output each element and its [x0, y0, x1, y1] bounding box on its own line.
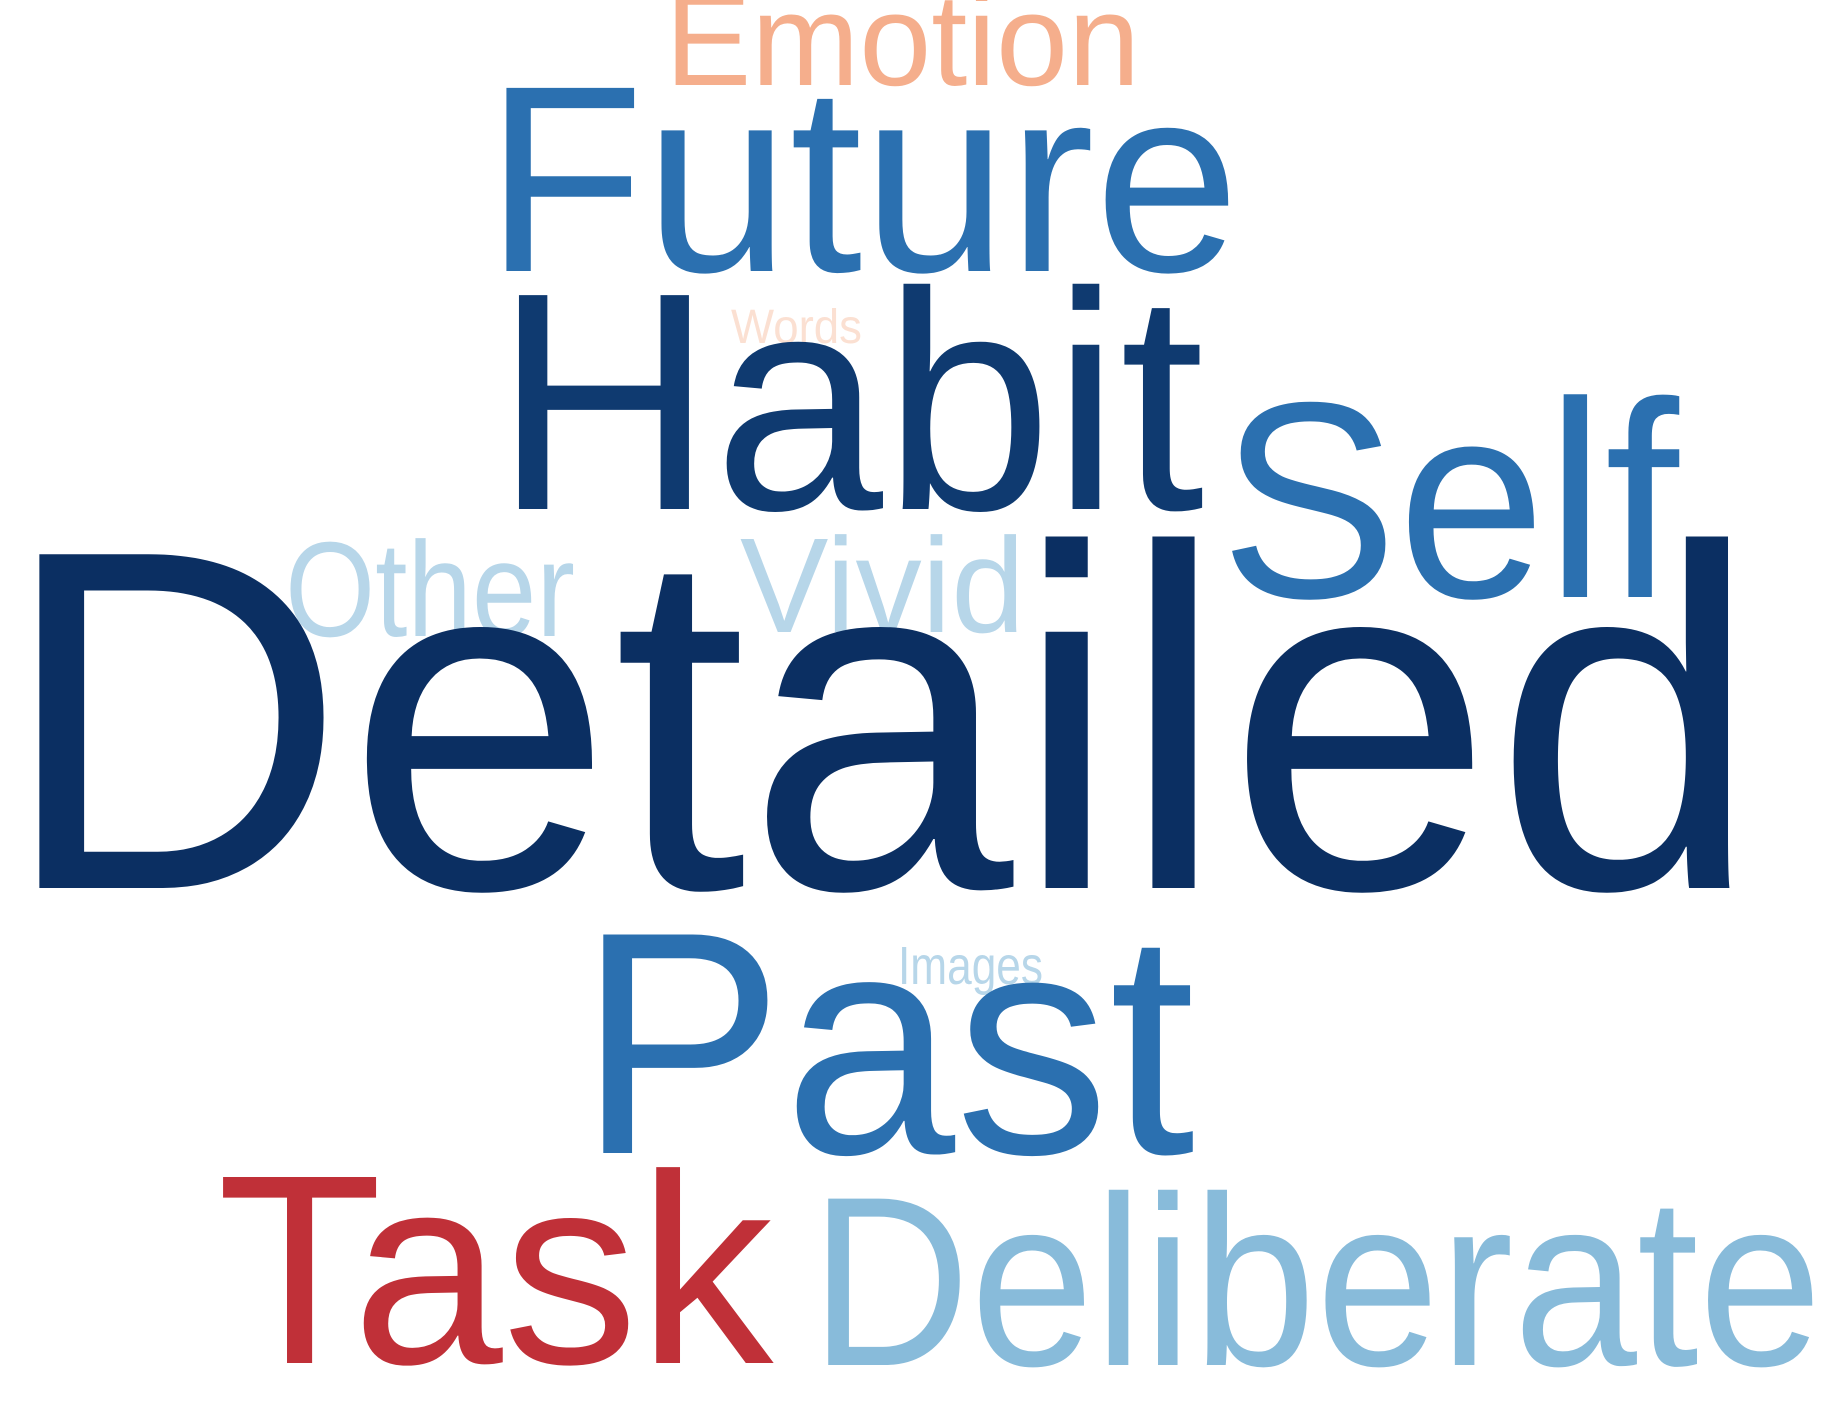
word-other: Other: [285, 513, 575, 665]
word-images: Images: [898, 936, 1043, 997]
word-words: Words: [731, 300, 862, 355]
word-emotion: Emotion: [665, 0, 1141, 113]
word-vivid: Vivid: [740, 509, 1025, 661]
word-detailed: Detailed: [0, 448, 1761, 991]
word-task: Task: [217, 1118, 774, 1421]
word-deliberate: Deliberate: [810, 1146, 1822, 1417]
word-past: Past: [578, 867, 1196, 1222]
word-self: Self: [1220, 345, 1679, 658]
word-future: Future: [485, 30, 1240, 328]
word-habit: Habit: [494, 227, 1205, 575]
